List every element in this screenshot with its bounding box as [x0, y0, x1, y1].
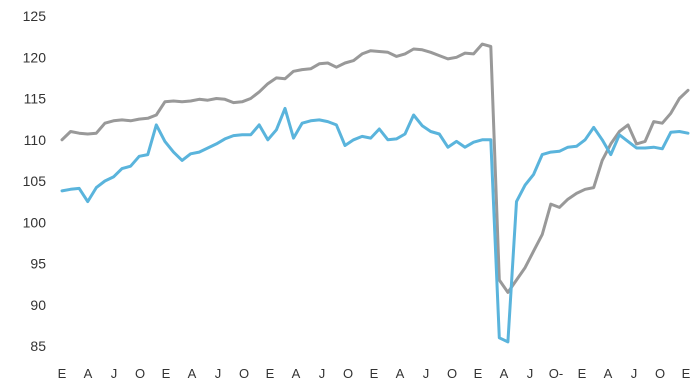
y-tick-label-7: 120	[23, 49, 47, 65]
series-line-1	[60, 106, 690, 344]
y-tick-label-3: 100	[23, 214, 47, 230]
x-tick-label-13: A	[396, 366, 405, 379]
y-tick-label-5: 110	[24, 132, 47, 148]
y-tick-label-6: 115	[24, 91, 47, 107]
x-axis: E A J O E A J O E A J O E A J O E A J O- E A J O E	[58, 366, 691, 379]
x-tick-label-1: A	[84, 366, 93, 379]
y-tick-label-2: 95	[30, 256, 46, 272]
x-tick-label-8: E	[266, 366, 275, 379]
series-lines	[60, 42, 690, 344]
x-tick-label-5: A	[188, 366, 197, 379]
x-tick-label-21: A	[604, 366, 613, 379]
x-tick-label-11: O	[343, 366, 353, 379]
x-tick-label-2: J	[111, 366, 118, 379]
y-tick-label-4: 105	[23, 173, 47, 189]
x-tick-label-7: O	[239, 366, 249, 379]
x-tick-label-16: E	[474, 366, 483, 379]
x-tick-label-0: E	[58, 366, 67, 379]
y-tick-label-8: 125	[23, 8, 47, 24]
x-tick-label-18: J	[527, 366, 534, 379]
x-tick-label-20: E	[578, 366, 587, 379]
x-tick-label-19: O-	[549, 366, 563, 379]
x-tick-label-4: E	[162, 366, 171, 379]
x-tick-label-9: A	[292, 366, 301, 379]
x-tick-label-17: A	[500, 366, 509, 379]
x-tick-label-12: E	[370, 366, 379, 379]
y-tick-label-1: 90	[30, 297, 46, 313]
x-tick-label-6: J	[215, 366, 222, 379]
x-tick-label-14: J	[423, 366, 430, 379]
series-line-0	[60, 42, 690, 294]
y-axis: 85 90 95 100 105 110 115 120 125	[23, 8, 47, 354]
x-tick-label-22: J	[631, 366, 638, 379]
x-tick-label-10: J	[319, 366, 326, 379]
x-tick-label-3: O	[135, 366, 145, 379]
y-tick-label-0: 85	[30, 338, 46, 354]
x-tick-label-23: O	[655, 366, 665, 379]
x-tick-label-15: O	[447, 366, 457, 379]
x-tick-label-24: E	[682, 366, 691, 379]
